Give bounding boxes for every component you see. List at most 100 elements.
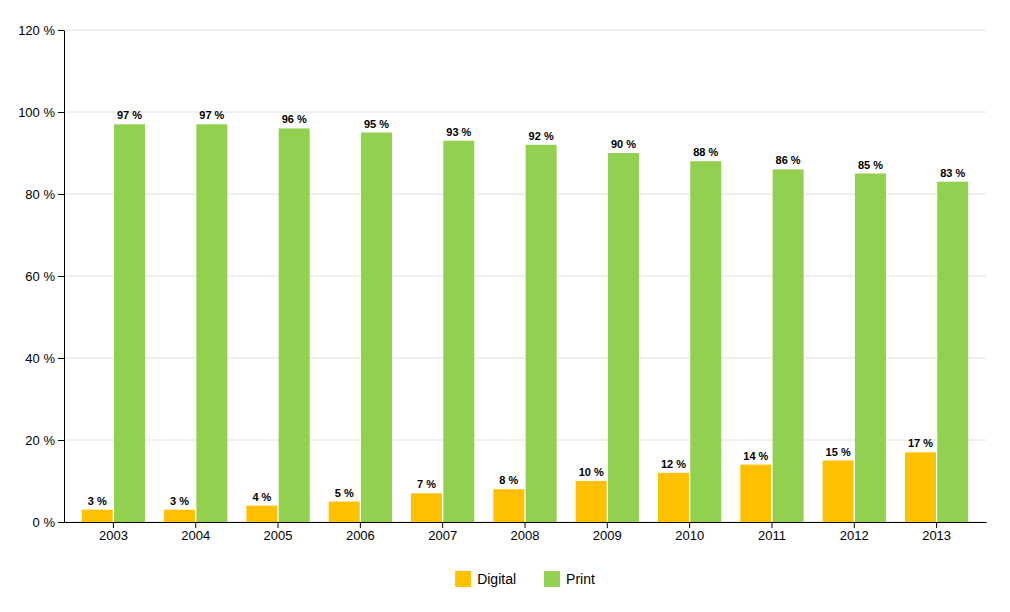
y-tick-label: 80 % (25, 187, 55, 202)
bar (937, 182, 968, 522)
data-label: 14 % (743, 450, 768, 462)
bar (361, 133, 392, 523)
y-tick: 60 % (25, 269, 64, 284)
x-tick-mark (607, 522, 608, 528)
chart: 2003 2004 2005 2006 2007 2008 2009 2010 2011 2012… (0, 0, 1010, 612)
legend-swatch (455, 571, 471, 587)
x-tick-label: 2009 (593, 528, 622, 543)
x-tick: 2008 (511, 522, 540, 543)
data-label: 3 % (88, 495, 107, 507)
grid (64, 30, 986, 522)
y-tick-mark (58, 112, 64, 113)
y-tick-mark (58, 194, 64, 195)
y-tick-label: 0 % (33, 515, 56, 530)
y-tick: 100 % (18, 105, 64, 120)
data-label: 96 % (282, 113, 307, 125)
legend-label: Print (566, 571, 595, 587)
x-tick-label: 2011 (758, 528, 786, 543)
x-tick: 2012 (840, 522, 869, 543)
bar (279, 128, 310, 522)
x-tick-mark (854, 522, 855, 528)
y-tick: 120 % (18, 23, 64, 38)
bar (164, 510, 195, 522)
x-tick: 2007 (428, 522, 457, 543)
x-tick: 2010 (675, 522, 704, 543)
x-tick: 2006 (346, 522, 375, 543)
data-label: 10 % (579, 466, 604, 478)
data-label: 93 % (446, 126, 471, 138)
x-tick-mark (689, 522, 690, 528)
plot: 2003 2004 2005 2006 2007 2008 2009 2010 2011 2012… (18, 23, 986, 544)
data-label: 15 % (826, 446, 851, 458)
x-tick-mark (442, 522, 443, 528)
x-tick-mark (525, 522, 526, 528)
data-label: 88 % (693, 146, 718, 158)
bar (493, 489, 524, 522)
bar (905, 452, 936, 522)
x-tick-label: 2004 (181, 528, 210, 543)
bars (82, 124, 968, 522)
bar (658, 473, 689, 522)
data-label: 4 % (252, 491, 271, 503)
data-labels: 3 % 3 % 4 % 5 % 7 % 8 % 10 % 12 % 14 % 15 % 17 % 97… (88, 109, 966, 506)
y-tick-mark (58, 440, 64, 441)
legend-swatch (544, 571, 560, 587)
data-label: 17 % (908, 437, 933, 449)
bar-series (114, 124, 968, 522)
y-tick-label: 40 % (25, 351, 55, 366)
x-tick-mark (360, 522, 361, 528)
y-tick-label: 60 % (25, 269, 55, 284)
grid-line (64, 30, 986, 31)
data-label: 97 % (199, 109, 224, 121)
data-label: 3 % (170, 495, 189, 507)
y-tick-label: 20 % (25, 433, 55, 448)
x-axis: 2003 2004 2005 2006 2007 2008 2009 2010 2011 2012… (65, 522, 987, 543)
bar (690, 161, 721, 522)
bar (855, 174, 886, 523)
x-tick: 2013 (922, 522, 951, 543)
data-label: 97 % (117, 109, 142, 121)
y-tick-label: 120 % (18, 23, 55, 38)
data-label: 92 % (529, 130, 554, 142)
legend-label: Digital (477, 571, 516, 587)
bar (329, 502, 360, 523)
x-tick-label: 2007 (428, 528, 457, 543)
bar (823, 461, 854, 523)
x-tick: 2004 (181, 522, 210, 543)
data-label: 83 % (940, 167, 965, 179)
x-tick-label: 2013 (922, 528, 951, 543)
legend-item: Digital (455, 571, 516, 587)
bar (740, 465, 771, 522)
bar (526, 145, 557, 522)
x-tick-label: 2003 (99, 528, 128, 543)
y-tick-mark (58, 358, 64, 359)
y-tick: 40 % (25, 351, 64, 366)
x-tick: 2003 (99, 522, 128, 543)
x-tick-mark (195, 522, 196, 528)
bar (576, 481, 607, 522)
x-tick-label: 2008 (511, 528, 540, 543)
y-tick-label: 100 % (18, 105, 55, 120)
legend: Digital Print (455, 571, 595, 587)
data-label: 86 % (776, 154, 801, 166)
y-tick-mark (58, 522, 64, 523)
data-label: 90 % (611, 138, 636, 150)
y-tick: 20 % (25, 433, 64, 448)
bar (246, 506, 277, 522)
x-tick-label: 2012 (840, 528, 869, 543)
data-label: 95 % (364, 118, 389, 130)
data-label: 5 % (335, 487, 354, 499)
bar (114, 124, 145, 522)
x-tick-label: 2006 (346, 528, 375, 543)
data-label: 8 % (499, 474, 518, 486)
x-tick: 2005 (264, 522, 293, 543)
y-tick-mark (58, 30, 64, 31)
y-tick: 80 % (25, 187, 64, 202)
x-tick-mark (278, 522, 279, 528)
bar (773, 169, 804, 522)
data-label: 85 % (858, 159, 883, 171)
x-tick: 2009 (593, 522, 622, 543)
x-tick-label: 2010 (675, 528, 704, 543)
data-label: 12 % (661, 458, 686, 470)
data-label: 7 % (417, 478, 436, 490)
